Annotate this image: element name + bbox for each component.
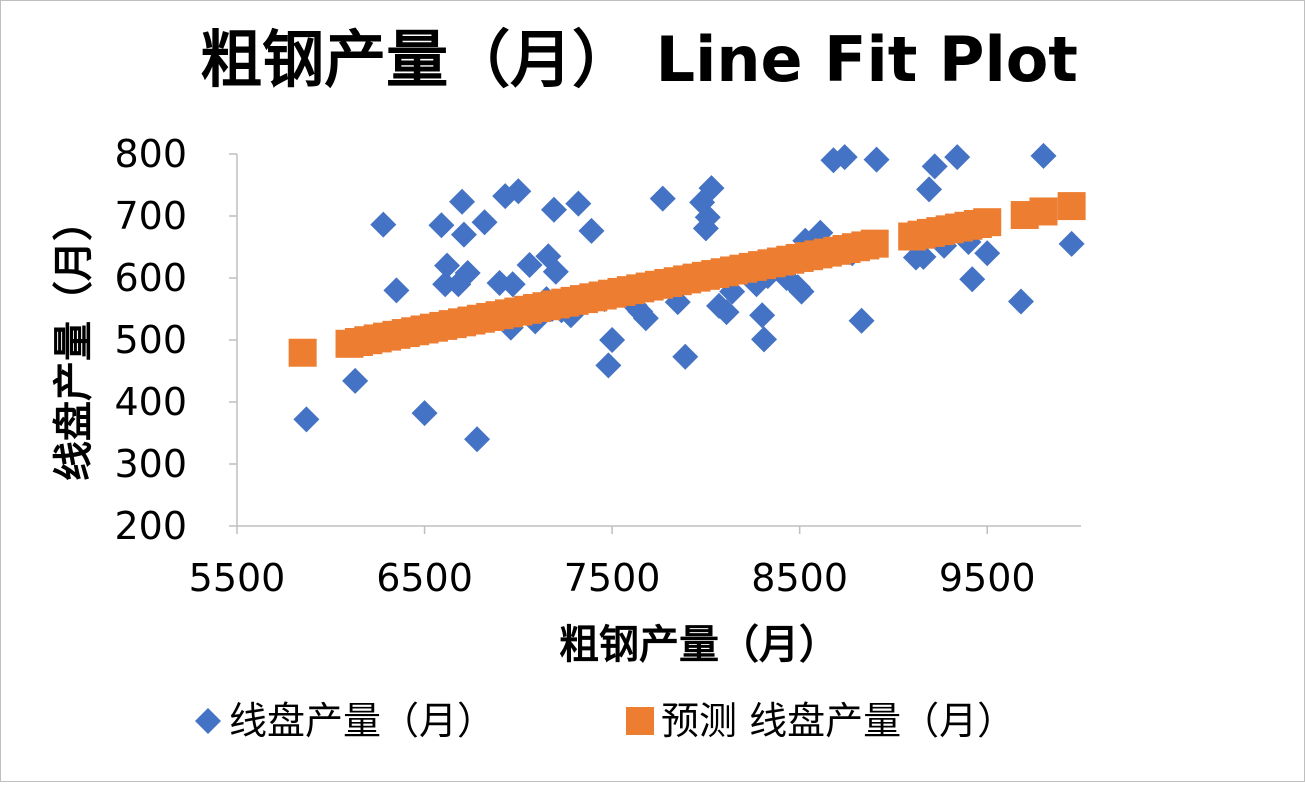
y-tick-label: 700	[114, 194, 187, 238]
x-tick-label: 5500	[189, 556, 286, 600]
data-point-diamond	[698, 175, 725, 202]
data-point-diamond	[944, 144, 971, 171]
data-point-diamond	[749, 302, 776, 329]
data-point-diamond	[916, 176, 943, 203]
legend-item-series2: 预测 线盘产量（月）	[626, 699, 1015, 743]
data-point-diamond	[1030, 142, 1057, 169]
chart-title: 粗钢产量（月） Line Fit Plot	[200, 23, 1078, 96]
y-tick-label: 400	[114, 380, 187, 424]
data-point-diamond	[411, 400, 438, 427]
y-tick-label: 200	[114, 504, 187, 548]
y-axis-label: 线盘产量（月）	[51, 201, 97, 481]
legend-item-series1: 线盘产量（月）	[195, 699, 495, 743]
data-point-diamond	[540, 196, 567, 223]
data-point-diamond	[492, 183, 519, 210]
data-point-diamond	[863, 146, 890, 173]
data-point-diamond	[471, 209, 498, 236]
data-point-diamond	[370, 211, 397, 238]
data-point-square	[1029, 197, 1058, 226]
data-point-square	[860, 229, 889, 258]
data-point-diamond	[505, 178, 532, 205]
axes: 200 300 400 500 600 700 800 5500 6500 7500 8500 950…	[114, 132, 1081, 600]
data-point-diamond	[454, 260, 481, 287]
legend: 线盘产量（月） 预测 线盘产量（月）	[195, 699, 1015, 743]
data-point-diamond	[342, 367, 369, 394]
data-point-diamond	[432, 271, 459, 298]
data-point-diamond	[751, 326, 778, 353]
y-tick-label: 300	[114, 442, 187, 486]
y-tick-label: 800	[114, 132, 187, 176]
data-point-diamond	[449, 188, 476, 215]
data-point-diamond	[921, 153, 948, 180]
plot-area	[288, 142, 1086, 453]
data-point-diamond	[649, 185, 676, 212]
data-point-diamond	[1007, 288, 1034, 315]
legend-label-series2: 预测 线盘产量（月）	[661, 699, 1015, 743]
data-point-diamond	[831, 144, 858, 171]
data-point-diamond	[848, 307, 875, 334]
data-point-diamond	[434, 252, 461, 279]
data-point-diamond	[595, 352, 622, 379]
legend-label-series1: 线盘产量（月）	[229, 699, 495, 743]
data-point-diamond	[713, 299, 740, 326]
x-tick-label: 6500	[376, 556, 473, 600]
data-point-diamond	[450, 221, 477, 248]
data-point-square	[1057, 192, 1086, 221]
y-tick-label: 500	[114, 318, 187, 362]
data-point-diamond	[959, 266, 986, 293]
data-point-diamond	[632, 305, 659, 332]
data-point-diamond	[694, 204, 721, 231]
data-point-diamond	[293, 406, 320, 433]
data-point-diamond	[599, 327, 626, 353]
x-tick-label: 7500	[564, 556, 661, 600]
data-point-diamond	[565, 190, 592, 217]
x-tick-label: 9500	[939, 556, 1036, 600]
data-point-diamond	[672, 343, 699, 370]
x-axis-label: 粗钢产量（月）	[559, 622, 839, 668]
data-point-diamond	[499, 271, 526, 298]
data-point-diamond	[1058, 230, 1085, 257]
data-point-diamond	[542, 258, 569, 285]
data-point-diamond	[464, 426, 491, 453]
data-point-diamond	[974, 240, 1001, 267]
data-point-diamond	[383, 277, 410, 304]
legend-marker-square	[626, 707, 654, 735]
data-point-diamond	[788, 278, 815, 305]
data-point-diamond	[516, 251, 543, 278]
data-point-square	[288, 338, 317, 367]
data-point-diamond	[578, 217, 605, 244]
y-tick-label: 600	[114, 256, 187, 300]
data-point-square	[973, 208, 1002, 237]
x-tick-label: 8500	[751, 556, 848, 600]
data-point-diamond	[428, 212, 455, 239]
legend-marker-diamond	[195, 708, 221, 734]
